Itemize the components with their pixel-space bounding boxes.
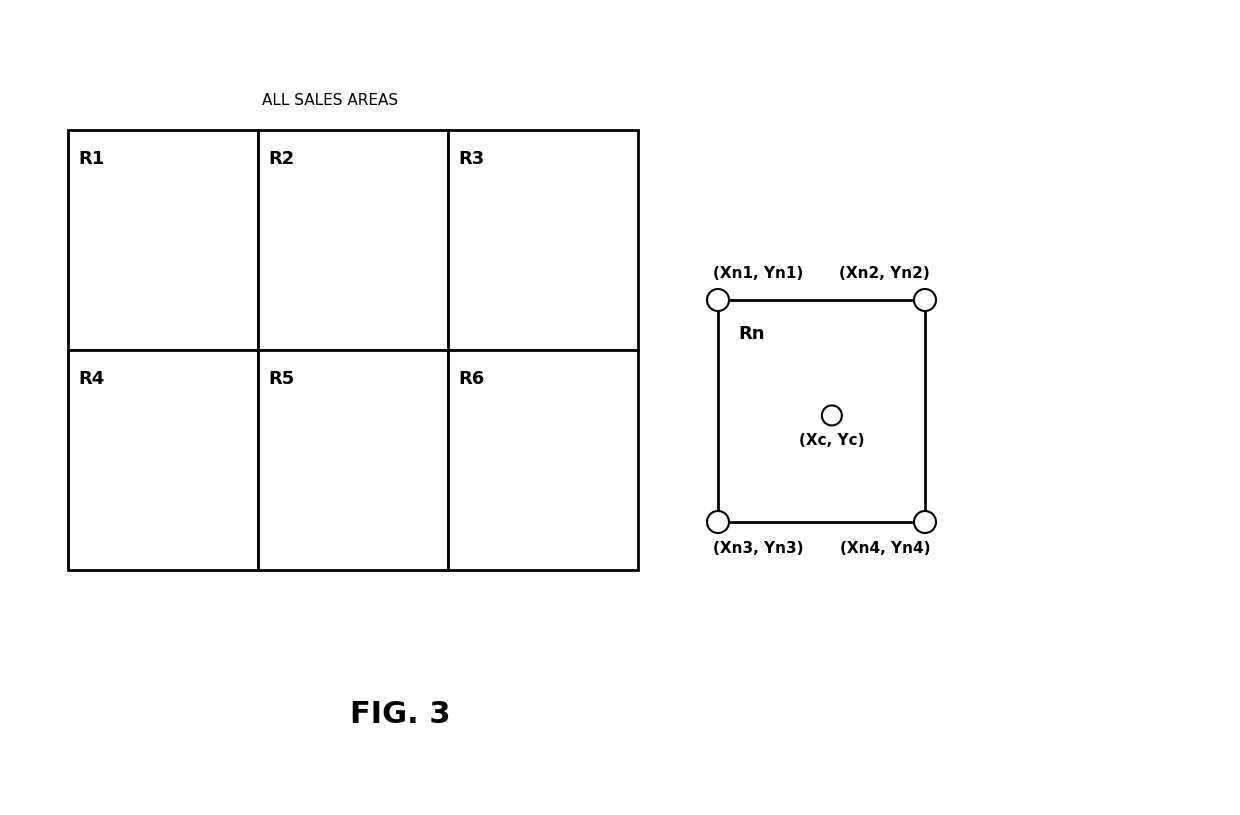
Bar: [448, 350, 639, 570]
Text: R4: R4: [78, 370, 104, 388]
Text: R2: R2: [268, 150, 294, 168]
Text: Rn: Rn: [738, 325, 765, 343]
Ellipse shape: [822, 405, 842, 425]
Bar: [718, 300, 925, 522]
Text: FIG. 3: FIG. 3: [350, 700, 450, 729]
Text: ALL SALES AREAS: ALL SALES AREAS: [262, 93, 398, 108]
Text: R5: R5: [268, 370, 294, 388]
Bar: [448, 130, 639, 350]
Ellipse shape: [914, 511, 936, 533]
Text: (Xn1, Yn1): (Xn1, Yn1): [713, 266, 804, 281]
Text: (Xn2, Yn2): (Xn2, Yn2): [839, 266, 930, 281]
Ellipse shape: [707, 289, 729, 311]
Text: R3: R3: [458, 150, 485, 168]
Bar: [68, 130, 258, 350]
Text: (Xc, Yc): (Xc, Yc): [799, 434, 864, 448]
Text: (Xn3, Yn3): (Xn3, Yn3): [713, 541, 804, 556]
Text: R6: R6: [458, 370, 485, 388]
Text: (Xn4, Yn4): (Xn4, Yn4): [839, 541, 930, 556]
Bar: [68, 350, 258, 570]
Bar: [258, 350, 448, 570]
Ellipse shape: [707, 511, 729, 533]
Ellipse shape: [914, 289, 936, 311]
Bar: [258, 130, 448, 350]
Text: R1: R1: [78, 150, 104, 168]
